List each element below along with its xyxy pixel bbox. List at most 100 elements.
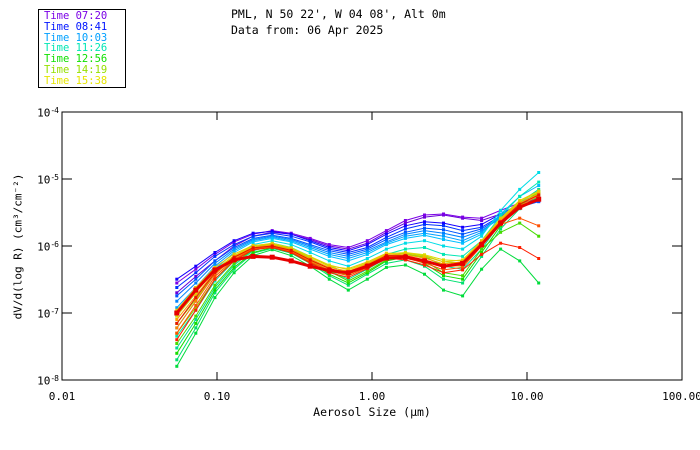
data-point-marker: [442, 277, 445, 281]
data-point-marker: [480, 227, 484, 231]
data-point-marker: [461, 232, 465, 236]
data-point-marker: [270, 231, 274, 235]
data-point-marker: [518, 246, 522, 249]
data-point-marker: [175, 326, 179, 330]
data-point-marker: [461, 235, 465, 239]
plot-header: PML, N 50 22', W 04 08', Alt 0m Data fro…: [231, 6, 446, 38]
data-point-marker: [518, 221, 522, 225]
data-point-marker: [460, 260, 466, 266]
data-point-marker: [194, 297, 198, 301]
data-point-marker: [480, 219, 484, 222]
data-point-marker: [175, 334, 179, 338]
data-point-marker: [232, 263, 236, 267]
data-point-marker: [194, 267, 198, 271]
data-point-marker: [461, 268, 465, 272]
data-point-marker: [499, 214, 503, 218]
data-point-marker: [175, 358, 179, 362]
data-point-marker: [213, 252, 217, 256]
data-point-marker: [213, 271, 217, 275]
data-point-marker: [442, 212, 445, 216]
data-point-marker: [442, 224, 445, 228]
data-point-marker: [442, 238, 445, 241]
data-point-marker: [383, 255, 389, 261]
data-point-marker: [175, 277, 179, 281]
data-point-marker: [461, 281, 465, 285]
data-point-marker: [213, 259, 217, 263]
data-point-marker: [537, 281, 541, 285]
data-point-marker: [346, 254, 350, 258]
data-point-marker: [461, 241, 465, 245]
data-point-marker: [461, 277, 465, 281]
data-point-marker: [175, 364, 179, 368]
data-point-marker: [251, 240, 255, 244]
data-point-marker: [422, 258, 427, 264]
data-point-marker: [175, 314, 179, 318]
legend-box: Time 07:20 Time 08:41 Time 10:03 Time 11…: [38, 9, 126, 88]
data-point-marker: [384, 265, 388, 269]
data-point-marker: [442, 271, 445, 275]
data-point-marker: [365, 249, 369, 253]
data-point-marker: [193, 287, 199, 293]
data-point-marker: [308, 240, 312, 244]
data-point-marker: [461, 258, 465, 262]
legend-item: Time 08:41: [44, 20, 108, 33]
data-point-marker: [384, 232, 388, 236]
data-point-marker: [213, 261, 217, 265]
data-point-marker: [327, 259, 331, 263]
data-point-marker: [194, 271, 198, 275]
data-point-marker: [289, 243, 293, 247]
data-point-marker: [517, 204, 523, 210]
data-point-marker: [194, 281, 198, 285]
data-point-marker: [442, 268, 445, 272]
data-point-marker: [175, 346, 179, 350]
data-point-marker: [364, 263, 370, 269]
data-point-marker: [480, 267, 484, 271]
data-point-marker: [194, 286, 198, 289]
series-line: [175, 197, 540, 314]
legend-item: Time 07:20: [44, 10, 108, 22]
data-point-marker: [346, 283, 350, 287]
data-point-marker: [403, 241, 407, 245]
legend-item: Time 11:26: [44, 42, 108, 55]
data-point-marker: [461, 247, 465, 251]
data-point-marker: [346, 264, 350, 268]
data-point-marker: [175, 342, 179, 345]
data-point-marker: [232, 267, 236, 271]
data-point-marker: [270, 229, 274, 233]
data-point-marker: [442, 228, 445, 232]
data-point-marker: [518, 202, 522, 206]
data-point-marker: [251, 243, 255, 247]
data-point-marker: [175, 299, 179, 303]
data-point-marker: [308, 251, 312, 254]
data-point-marker: [175, 281, 179, 285]
data-point-marker: [498, 220, 504, 226]
y-axis-label: dV/d(log R) (cm³/cm⁻²): [11, 173, 25, 320]
x-tick-label: 1.00: [358, 390, 386, 403]
data-point-marker: [365, 243, 369, 247]
data-point-marker: [346, 267, 350, 271]
data-point-marker: [232, 246, 236, 249]
data-point-marker: [480, 247, 484, 251]
data-point-marker: [194, 308, 198, 312]
data-point-marker: [518, 187, 522, 191]
data-point-marker: [213, 275, 217, 278]
data-point-marker: [212, 267, 218, 273]
data-point-marker: [480, 229, 484, 233]
data-point-marker: [423, 215, 426, 219]
data-point-marker: [365, 251, 369, 254]
data-point-marker: [251, 246, 255, 250]
data-point-marker: [231, 257, 237, 263]
series-line: [176, 195, 539, 361]
data-point-marker: [213, 279, 217, 283]
data-point-marker: [365, 257, 369, 260]
legend-item: Time 12:56: [44, 53, 108, 66]
data-point-marker: [232, 239, 236, 243]
series-line: [176, 201, 539, 297]
data-point-marker: [365, 239, 369, 243]
data-point-marker: [499, 247, 503, 251]
data-point-marker: [346, 252, 350, 256]
data-point-marker: [289, 234, 293, 238]
data-point-marker: [423, 254, 426, 258]
data-point-marker: [499, 230, 503, 234]
